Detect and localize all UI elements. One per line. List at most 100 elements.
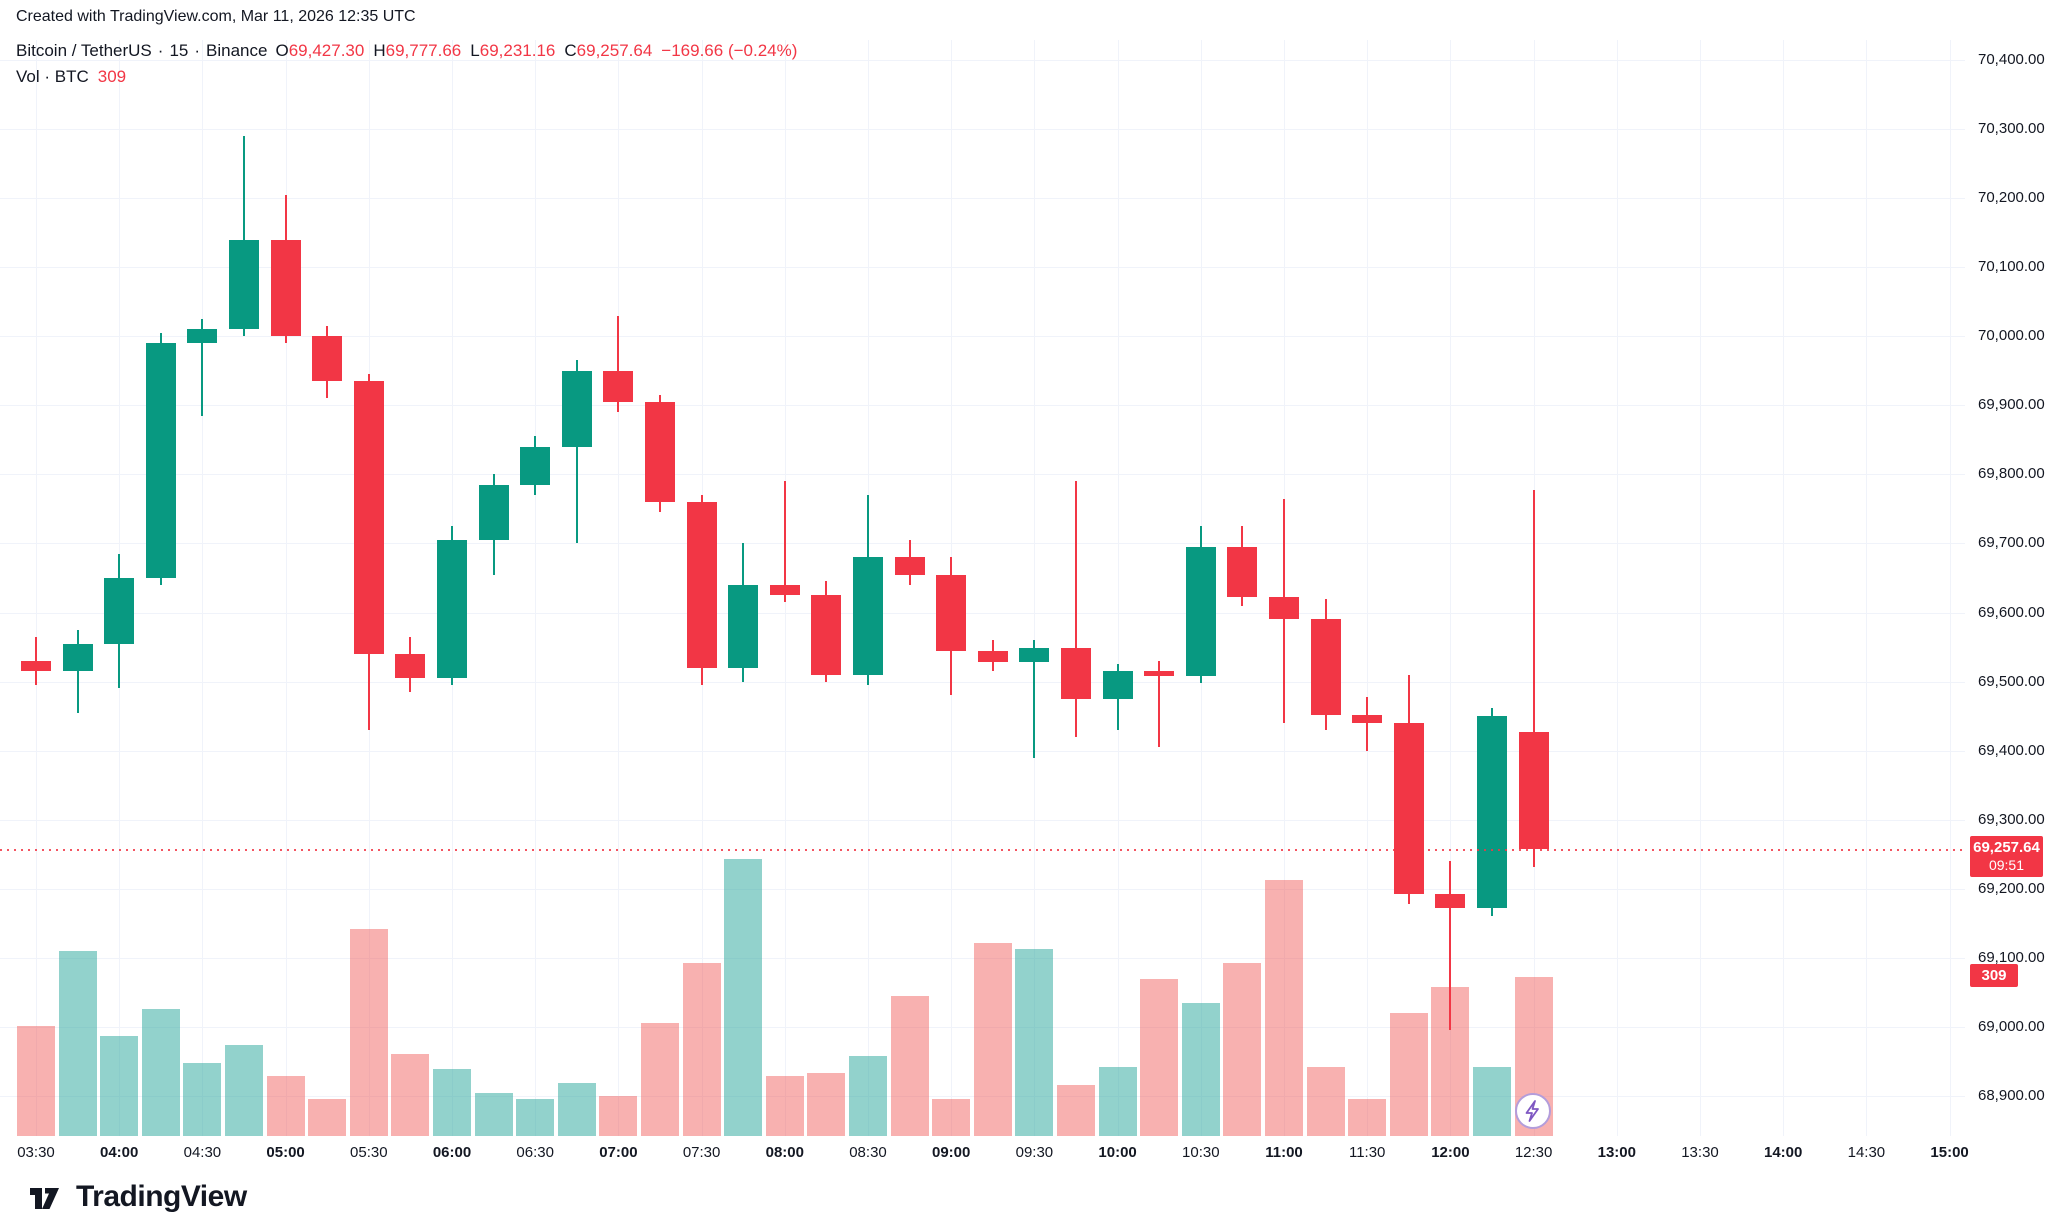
time-tick-label: 07:30 (682, 1144, 721, 1161)
candle-body (561, 370, 592, 447)
candle-wick (76, 629, 79, 713)
price-tick-label: 69,600.00 (1978, 603, 2045, 621)
candle-body (187, 329, 218, 344)
change-value: −169.66 (−0.24%) (661, 41, 798, 60)
volume-bar (1181, 1002, 1220, 1136)
candle-body (853, 557, 883, 675)
flash-button[interactable] (1514, 1092, 1552, 1130)
grid-line-horizontal (0, 405, 1965, 407)
time-tick-label: 06:00 (432, 1144, 472, 1161)
candle-body (395, 653, 426, 679)
price-axis[interactable]: 69,257.64 09:51 309 68,900.00 69,000.00 69… (1965, 0, 2048, 1219)
grid-line-horizontal (0, 1026, 1965, 1028)
low-value: 69,231.16 (479, 41, 556, 60)
time-tick-label: 04:00 (100, 1144, 139, 1161)
candle-body (1352, 714, 1383, 724)
close-label: C (564, 41, 577, 60)
volume-bar (1265, 880, 1303, 1136)
grid-line-horizontal (0, 336, 1965, 338)
volume-bar (807, 1073, 846, 1136)
volume-bar (724, 859, 763, 1136)
grid-line-horizontal (0, 129, 1965, 131)
volume-bar (474, 1093, 513, 1136)
candle-body (520, 446, 551, 485)
grid-line-horizontal (0, 267, 1965, 269)
volume-bar (682, 962, 721, 1136)
volume-bar (1389, 1013, 1428, 1136)
symbol-name[interactable]: Bitcoin / TetherUS (16, 41, 152, 60)
price-tick-label: 70,300.00 (1978, 120, 2045, 138)
brand-name: TradingView (76, 1180, 247, 1213)
grid-line-horizontal (0, 198, 1965, 200)
volume-bar (349, 929, 388, 1136)
price-tick-label: 70,100.00 (1978, 258, 2045, 276)
grid-line-vertical (1949, 40, 1951, 1136)
time-tick-label: 10:30 (1182, 1144, 1220, 1161)
time-tick-label: 08:00 (765, 1144, 804, 1161)
last-price-badge: 69,257.64 09:51 (1970, 835, 2043, 877)
grid-line-vertical (618, 40, 620, 1136)
volume-bar (516, 1098, 555, 1136)
candle-body (1227, 546, 1258, 598)
ohlc-low: L 69,231.16 (470, 40, 555, 61)
price-tick-label: 69,500.00 (1978, 672, 2045, 690)
volume-bar (433, 1069, 471, 1136)
candle-body (62, 643, 93, 672)
ohlc-close: C 69,257.64 (564, 40, 652, 61)
time-tick-label: 04:30 (183, 1144, 222, 1161)
candle-wick (201, 319, 204, 416)
candle-wick (1449, 861, 1452, 1031)
candle-body (229, 239, 259, 330)
time-tick-label: 07:00 (599, 1144, 638, 1161)
price-tick-label: 69,800.00 (1978, 465, 2045, 483)
time-tick-label: 12:00 (1431, 1144, 1470, 1161)
grid-line-vertical (1700, 40, 1701, 1136)
candle-body (21, 660, 51, 672)
candle-body (936, 574, 967, 651)
grid-line-horizontal (0, 681, 1965, 683)
candle-body (104, 578, 135, 644)
time-tick-label: 13:30 (1681, 1144, 1719, 1161)
last-volume-badge: 309 (1970, 964, 2018, 988)
grid-line-horizontal (0, 60, 1965, 61)
legend-symbol-row: Bitcoin / TetherUS · 15 · Binance O 69,427.30… (16, 40, 797, 61)
time-tick-label: 08:30 (849, 1144, 887, 1161)
candle-wick (243, 135, 245, 337)
candle-body (769, 584, 800, 596)
candle-body (811, 595, 842, 675)
volume-bar (1306, 1066, 1345, 1136)
volume-bar (1473, 1066, 1511, 1136)
candle-body (1102, 671, 1133, 699)
candle-body (1393, 723, 1424, 895)
separator-dot: · (157, 41, 164, 60)
grid-line-vertical (1450, 40, 1452, 1136)
candle-wick (783, 481, 786, 603)
grid-line-vertical (535, 40, 537, 1136)
candle-body (1477, 716, 1507, 909)
time-tick-label: 09:00 (932, 1144, 971, 1161)
time-tick-label: 12:30 (1514, 1144, 1553, 1161)
candle-body (437, 540, 467, 679)
candle-body (686, 502, 717, 668)
candle-body (478, 484, 509, 540)
candle-body (1310, 619, 1341, 715)
volume-bar (849, 1055, 887, 1136)
time-axis[interactable]: 03:30 04:00 04:30 05:00 05:30 06:00 06:30 07:00… (0, 1140, 1969, 1172)
tradingview-footer-logo[interactable]: TradingView (26, 1180, 247, 1214)
volume-bar (641, 1022, 679, 1136)
legend-volume-row: Vol · BTC 309 (16, 66, 797, 87)
candle-body (645, 401, 675, 503)
tradingview-logo-mark (30, 1188, 59, 1209)
lightning-icon (1515, 1093, 1551, 1129)
high-label: H (373, 41, 386, 60)
volume-bar (1140, 978, 1179, 1136)
interval-value[interactable]: 15 (169, 41, 189, 60)
candle-wick (1532, 489, 1535, 868)
volume-bar (141, 1008, 180, 1136)
grid-line-vertical (1034, 40, 1036, 1136)
volume-bar (765, 1075, 804, 1136)
ohlc-open: O 69,427.30 (275, 40, 364, 61)
open-label: O (275, 41, 289, 60)
time-tick-label: 03:30 (17, 1144, 55, 1161)
